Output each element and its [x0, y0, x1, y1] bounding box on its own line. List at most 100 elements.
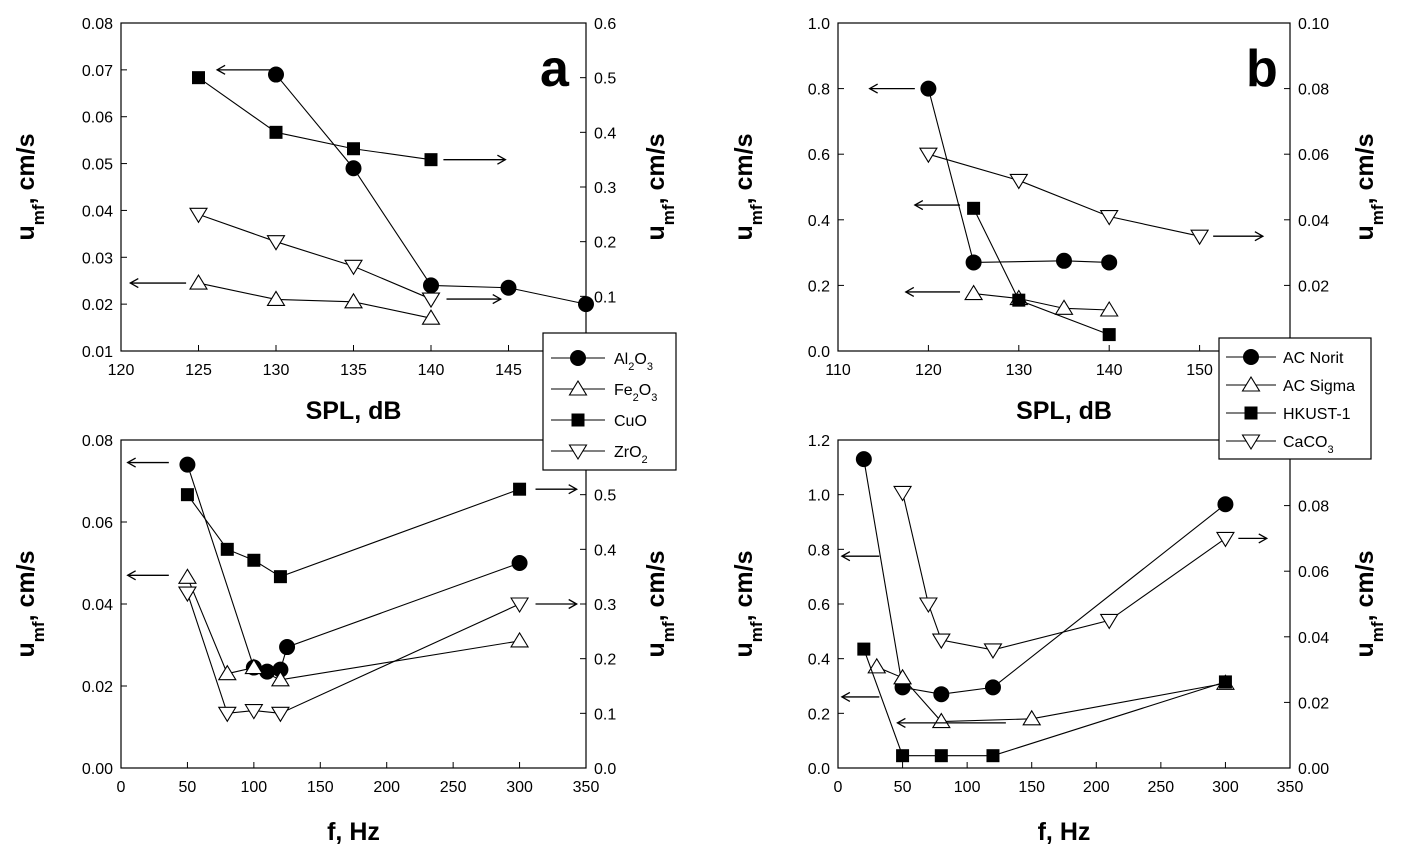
legend-label: Fe2O3: [614, 382, 657, 404]
x-tick-label: 350: [573, 779, 600, 796]
arrow-head: [126, 457, 136, 468]
x-tick-label: 100: [954, 779, 981, 796]
y-axis-label: umf, cm/s: [730, 551, 766, 658]
data-point-caco3: [983, 643, 1003, 659]
legend-label: AC Sigma: [1283, 378, 1355, 395]
x-tick-label: 150: [307, 779, 334, 796]
data-point-cuo: [192, 71, 205, 85]
series-line-caco3: [928, 153, 1200, 237]
series-line-zro2: [198, 213, 432, 300]
data-point-cuo: [247, 553, 261, 567]
y2-tick-label: 0.06: [1298, 147, 1329, 164]
x-tick-label: 350: [1277, 779, 1304, 796]
y2-tick-label: 0.4: [594, 542, 616, 559]
series-line-al2o3: [275, 74, 587, 305]
panel-label-b: b: [1246, 40, 1278, 98]
series-line-ac-sigma: [973, 293, 1110, 311]
series-line-ac-sigma: [876, 666, 1226, 723]
legend-marker: [571, 413, 585, 427]
series-line-caco3: [902, 492, 1226, 651]
data-point-zro2: [270, 706, 290, 723]
x-tick-label: 50: [179, 779, 197, 796]
y2-tick-label: 0.3: [594, 597, 616, 614]
legend-marker: [568, 444, 588, 461]
data-point-hkust-1: [857, 642, 871, 656]
data-point-cuo: [269, 125, 283, 139]
data-point-zro2: [421, 292, 441, 309]
y2-axis-label: umf, cm/s: [1351, 134, 1387, 241]
panel-label-a: a: [540, 40, 570, 98]
y-tick-label: 0.02: [82, 679, 113, 696]
data-point-fe2o3: [266, 290, 286, 307]
legend-marker: [1243, 349, 1259, 365]
legend-marker: [570, 350, 586, 366]
series-line-zro2: [186, 592, 520, 714]
y-tick-label: 1.0: [808, 16, 830, 33]
x-tick-label: 130: [263, 362, 290, 379]
y-tick-label: 0.04: [82, 203, 113, 220]
arrow-head: [840, 551, 851, 562]
x-tick-label: 300: [506, 779, 533, 796]
y-axis-label: umf, cm/s: [12, 134, 48, 241]
y-tick-label: 0.8: [808, 82, 830, 99]
y2-tick-label: 0.4: [594, 125, 616, 142]
legend-label: Al2O3: [614, 351, 653, 373]
data-point-fe2o3: [270, 670, 290, 687]
arrow-head: [497, 154, 507, 165]
x-tick-label: 300: [1212, 779, 1239, 796]
y-tick-label: 0.03: [82, 250, 113, 267]
arrow-head: [896, 717, 906, 728]
y-tick-label: 0.04: [82, 597, 113, 614]
data-point-ac-sigma: [1099, 300, 1119, 317]
data-point-fe2o3: [244, 658, 264, 675]
x-tick-label: 0: [834, 779, 843, 796]
arrow-head: [1254, 231, 1265, 242]
data-point-ac-sigma: [964, 284, 984, 301]
legend-a-entries: Al2O3 Fe2O3 CuO ZrO2: [551, 350, 657, 466]
data-point-caco3: [1215, 531, 1235, 548]
data-point-zro2: [244, 704, 264, 720]
data-point-zro2: [177, 586, 197, 603]
data-point-fe2o3: [189, 273, 208, 290]
y-tick-label: 0.2: [808, 706, 830, 723]
data-point-cuo: [180, 488, 194, 502]
series-line-fe2o3: [186, 577, 520, 681]
y2-axis-label: umf, cm/s: [1351, 551, 1387, 658]
data-point-zro2: [344, 259, 363, 276]
y-axis-label: umf, cm/s: [12, 551, 48, 658]
y2-tick-label: 0.00: [1298, 761, 1329, 778]
legend-label: CuO: [614, 413, 647, 430]
x-tick-label: 130: [1005, 362, 1032, 379]
legend-label: AC Norit: [1283, 350, 1344, 367]
y2-tick-label: 0.3: [594, 180, 616, 197]
y2-tick-label: 0.08: [1298, 499, 1329, 516]
y2-tick-label: 0.5: [594, 71, 616, 88]
data-point-hkust-1: [934, 749, 948, 763]
y-tick-label: 0.01: [82, 344, 113, 361]
data-point-caco3: [931, 633, 951, 650]
y2-tick-label: 0.10: [1298, 16, 1329, 33]
y-tick-label: 0.07: [82, 63, 113, 80]
data-point-al2o3: [500, 279, 517, 296]
legend-b: AC Norit AC Sigma HKUST-1 CaCO3: [1218, 337, 1372, 460]
data-point-caco3: [1099, 209, 1119, 226]
data-point-cuo: [220, 542, 234, 556]
x-tick-label: 0: [117, 779, 126, 796]
data-point-cuo: [273, 570, 287, 584]
chart-a_top: 1201251301351401451500.010.020.030.040.0…: [12, 16, 678, 425]
data-point-fe2o3: [344, 292, 363, 309]
arrow-head: [868, 83, 878, 94]
data-point-hkust-1: [1218, 675, 1232, 689]
series-line-hkust-1: [863, 648, 1226, 757]
x-axis-label: SPL, dB: [306, 397, 402, 425]
chart-b_bottom: 0 50 100 150 200 250 300 350 0.0 0.2 0.4 0.6 0.8 1.0 1…: [730, 433, 1387, 846]
legend-label: ZrO2: [614, 444, 648, 466]
arrow-head: [913, 199, 924, 211]
series-line-ac-norit: [927, 88, 1110, 263]
y2-axis-label: umf, cm/s: [642, 134, 678, 241]
data-point-al2o3: [268, 66, 284, 83]
y-tick-label: 0.05: [82, 157, 113, 174]
data-point-ac-norit: [1217, 496, 1234, 513]
y2-tick-label: 0.02: [1298, 278, 1329, 295]
